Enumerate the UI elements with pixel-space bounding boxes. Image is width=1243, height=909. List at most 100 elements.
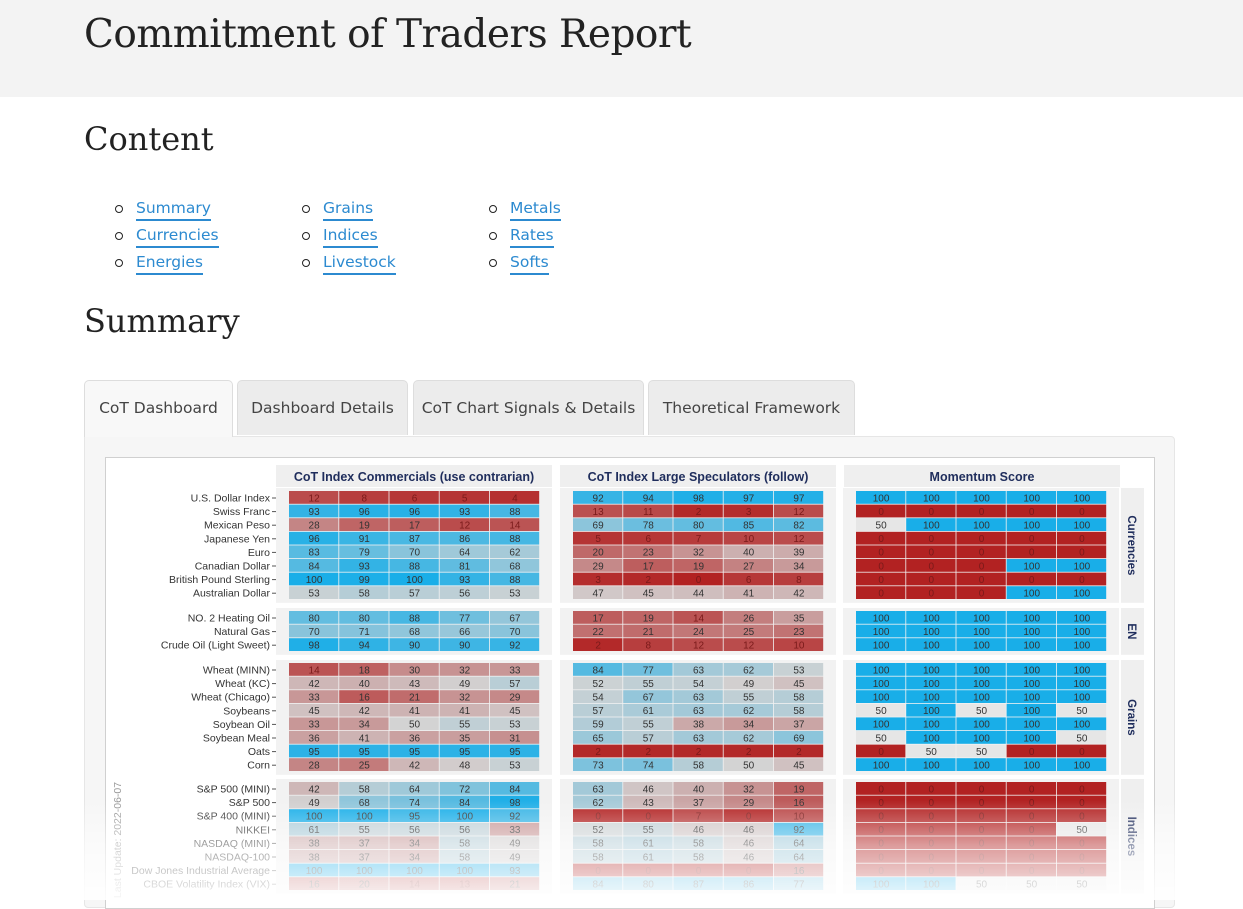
cell-value: 8 (362, 493, 368, 504)
heatmap-cell (289, 782, 339, 795)
tab-theoretical-framework[interactable]: Theoretical Framework (648, 380, 855, 435)
heatmap-cell (1056, 545, 1107, 559)
cell-value: 0 (746, 812, 752, 823)
heatmap-cell (723, 676, 773, 690)
row-label: CBOE Volatility Index (VIX) (143, 879, 270, 891)
cell-value: 0 (878, 575, 884, 586)
cell-value: 0 (979, 852, 985, 863)
heatmap-cell (1006, 782, 1056, 795)
cell-value: 23 (643, 548, 655, 559)
toc-item: Softs (489, 252, 561, 279)
heatmap-cell (623, 731, 673, 744)
cell-value: 0 (1079, 812, 1085, 823)
cell-value: 63 (593, 784, 605, 795)
toc-item: Livestock (302, 252, 396, 279)
cell-value: 85 (743, 521, 755, 532)
cell-value: 54 (693, 679, 705, 690)
row-label: British Pound Sterling (169, 574, 270, 586)
heatmap-cell (906, 663, 956, 676)
toc-link-livestock[interactable]: Livestock (323, 253, 396, 275)
toc-item: Grains (302, 198, 396, 225)
heatmap-cell (1056, 572, 1107, 586)
toc-link-summary[interactable]: Summary (136, 199, 211, 221)
cell-value: 100 (873, 665, 890, 676)
cell-value: 57 (643, 733, 655, 744)
cell-value: 19 (643, 613, 655, 624)
toc-link-grains[interactable]: Grains (323, 199, 374, 221)
heatmap-cell (289, 744, 339, 758)
cell-value: 7 (696, 812, 702, 823)
cell-value: 12 (459, 521, 471, 532)
heatmap-cell (906, 572, 956, 586)
heatmap-cell (673, 491, 723, 504)
tab-cot-chart-signals[interactable]: CoT Chart Signals & Details (413, 380, 644, 435)
heatmap-cell (1006, 758, 1056, 771)
cell-value: 90 (409, 641, 421, 652)
row-label: NIKKEI (236, 824, 270, 836)
heatmap-cell (673, 758, 723, 771)
cell-value: 0 (979, 589, 985, 600)
cell-value: 20 (593, 548, 605, 559)
heatmap-cell (956, 518, 1006, 531)
cell-value: 0 (746, 866, 752, 877)
cell-value: 0 (1029, 548, 1035, 559)
cell-value: 55 (643, 679, 655, 690)
heatmap-cell (956, 624, 1006, 638)
heatmap-cell (956, 586, 1006, 599)
row-label: Soybean Oil (213, 719, 270, 731)
heatmap-cell (906, 545, 956, 559)
heatmap-cell (723, 491, 773, 504)
cell-value: 0 (696, 575, 702, 586)
cell-value: 80 (643, 880, 655, 891)
cell-value: 100 (406, 575, 423, 586)
cell-value: 88 (509, 507, 521, 518)
cell-value: 97 (743, 493, 755, 504)
cell-value: 87 (693, 880, 705, 891)
cell-value: 70 (409, 548, 421, 559)
heatmap-cell (906, 624, 956, 638)
heatmap-cell (1056, 717, 1107, 731)
heatmap-cell (856, 531, 906, 545)
cell-value: 100 (923, 720, 940, 731)
cell-value: 100 (923, 493, 940, 504)
cell-value: 97 (793, 493, 805, 504)
cell-value: 2 (696, 507, 702, 518)
heatmap-cell (339, 611, 389, 624)
cell-value: 0 (1079, 548, 1085, 559)
cell-value: 19 (693, 561, 705, 572)
toc-link-currencies[interactable]: Currencies (136, 226, 219, 248)
cell-value: 77 (643, 665, 655, 676)
tab-cot-dashboard[interactable]: CoT Dashboard (84, 380, 233, 437)
cell-value: 10 (793, 812, 805, 823)
toc-link-energies[interactable]: Energies (136, 253, 204, 275)
heatmap-cell (906, 744, 956, 758)
cell-value: 100 (1074, 521, 1091, 532)
cell-value: 95 (509, 747, 521, 758)
cell-value: 0 (979, 784, 985, 795)
cell-value: 62 (743, 706, 755, 717)
cell-value: 100 (1074, 665, 1091, 676)
tab-dashboard-details[interactable]: Dashboard Details (237, 380, 408, 435)
row-label: Natural Gas (214, 626, 270, 638)
cell-value: 92 (509, 641, 521, 652)
toc-link-metals[interactable]: Metals (510, 199, 561, 221)
cell-value: 0 (979, 825, 985, 836)
cell-value: 61 (643, 839, 655, 850)
toc-link-rates[interactable]: Rates (510, 226, 554, 248)
heatmap-cell (906, 782, 956, 795)
heatmap-cell (673, 586, 723, 599)
heatmap-cell (289, 572, 339, 586)
heatmap-cell (289, 758, 339, 771)
cell-value: 100 (1074, 589, 1091, 600)
heatmap-cell (773, 703, 824, 717)
cell-value: 0 (646, 866, 652, 877)
cell-value: 58 (459, 852, 471, 863)
cell-value: 100 (923, 627, 940, 638)
heatmap-cell (723, 758, 773, 771)
toc-link-softs[interactable]: Softs (510, 253, 549, 275)
toc-link-indices[interactable]: Indices (323, 226, 378, 248)
heatmap-cell (623, 676, 673, 690)
heatmap-cell (1056, 663, 1107, 676)
heatmap-cell (623, 545, 673, 559)
cell-value: 28 (309, 761, 321, 772)
